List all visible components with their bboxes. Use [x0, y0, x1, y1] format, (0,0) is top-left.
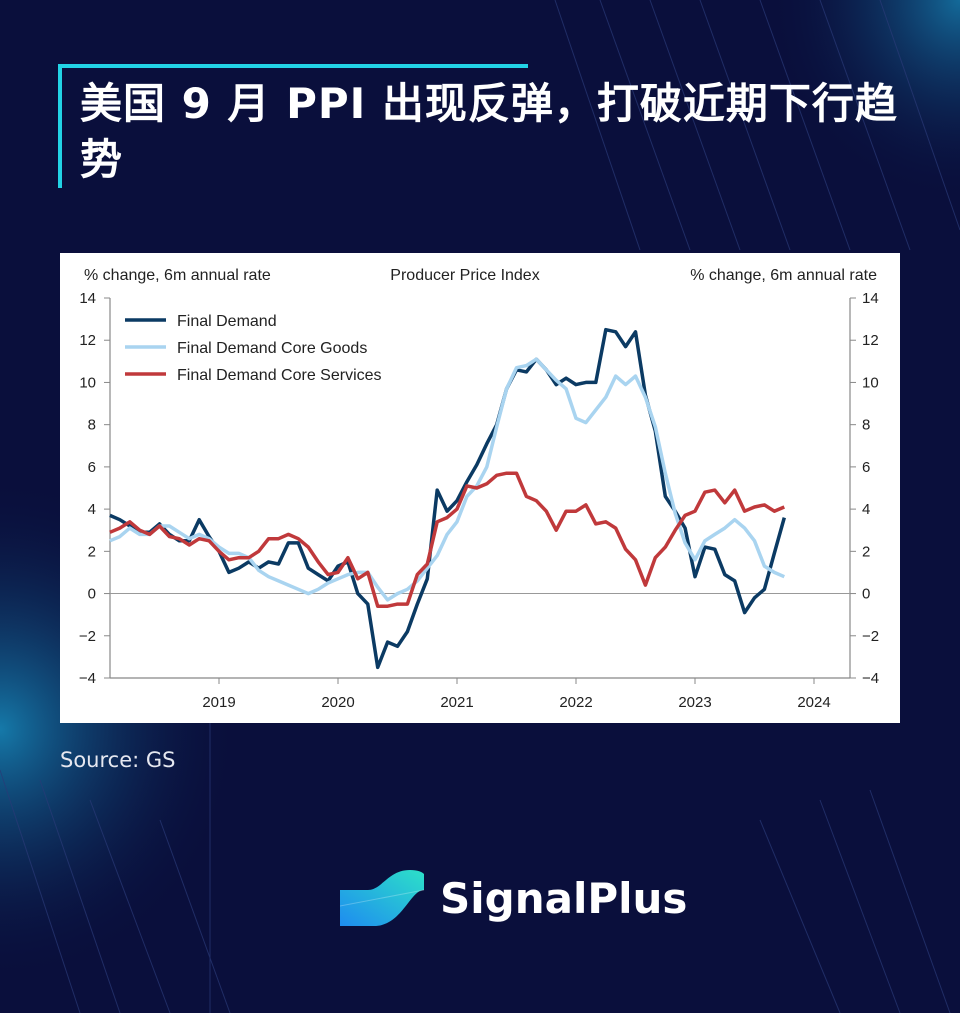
y-tick-label-right: 0	[862, 586, 870, 603]
chart-panel: −4 −4 −2 −2 0 0 2 2 4 4 6 6 8 8 10 10 12 12 14 14 2019 2020 20…	[60, 253, 900, 723]
y-tick-label-right: 14	[862, 290, 879, 307]
title-accent-side	[58, 64, 62, 188]
y-tick-label-right: 4	[862, 501, 870, 518]
x-tick-label: 2024	[797, 694, 830, 711]
page-title: 美国 9 月 PPI 出现反弹，打破近期下行趋势	[80, 79, 898, 184]
y-tick-label-left: 12	[79, 332, 96, 349]
y-tick-label-left: −2	[79, 628, 96, 645]
y-tick-label-right: −4	[862, 670, 879, 687]
legend-label-2: Final Demand Core Goods	[177, 340, 367, 357]
y-tick-label-right: 2	[862, 543, 870, 560]
y-tick-label-right: 12	[862, 332, 879, 349]
y-tick-label-left: 2	[88, 543, 96, 560]
x-tick-label: 2019	[202, 694, 235, 711]
y-axis-label-right: % change, 6m annual rate	[690, 267, 877, 284]
signalplus-logo-icon	[340, 870, 425, 926]
y-tick-label-left: 6	[88, 459, 96, 476]
x-tick-label: 2023	[678, 694, 711, 711]
brand-name: SignalPlus	[440, 873, 688, 923]
x-tick-label: 2020	[321, 694, 354, 711]
y-tick-label-right: −2	[862, 628, 879, 645]
y-tick-label-right: 8	[862, 417, 870, 434]
chart-title: Producer Price Index	[390, 267, 539, 284]
x-tick-label: 2021	[440, 694, 473, 711]
title-accent-bar	[58, 64, 528, 68]
y-tick-label-left: 0	[88, 586, 96, 603]
y-tick-label-left: 10	[79, 374, 96, 391]
y-tick-label-right: 6	[862, 459, 870, 476]
y-tick-label-left: 14	[79, 290, 96, 307]
y-tick-label-left: −4	[79, 670, 96, 687]
y-tick-label-right: 10	[862, 374, 879, 391]
legend-label-1: Final Demand	[177, 313, 277, 330]
x-tick-label: 2022	[559, 694, 592, 711]
series-line-3	[109, 471, 785, 608]
y-axis-label-left: % change, 6m annual rate	[84, 267, 271, 284]
y-tick-label-left: 4	[88, 501, 96, 518]
source-note: Source: GS	[60, 748, 176, 772]
y-tick-label-left: 8	[88, 417, 96, 434]
ppi-line-chart: −4 −4 −2 −2 0 0 2 2 4 4 6 6 8 8 10 10 12 12 14 14 2019 2020 20…	[79, 267, 879, 711]
brand-logo: SignalPlus	[340, 868, 687, 928]
legend-label-3: Final Demand Core Services	[177, 367, 382, 384]
series-line-2	[109, 357, 785, 602]
